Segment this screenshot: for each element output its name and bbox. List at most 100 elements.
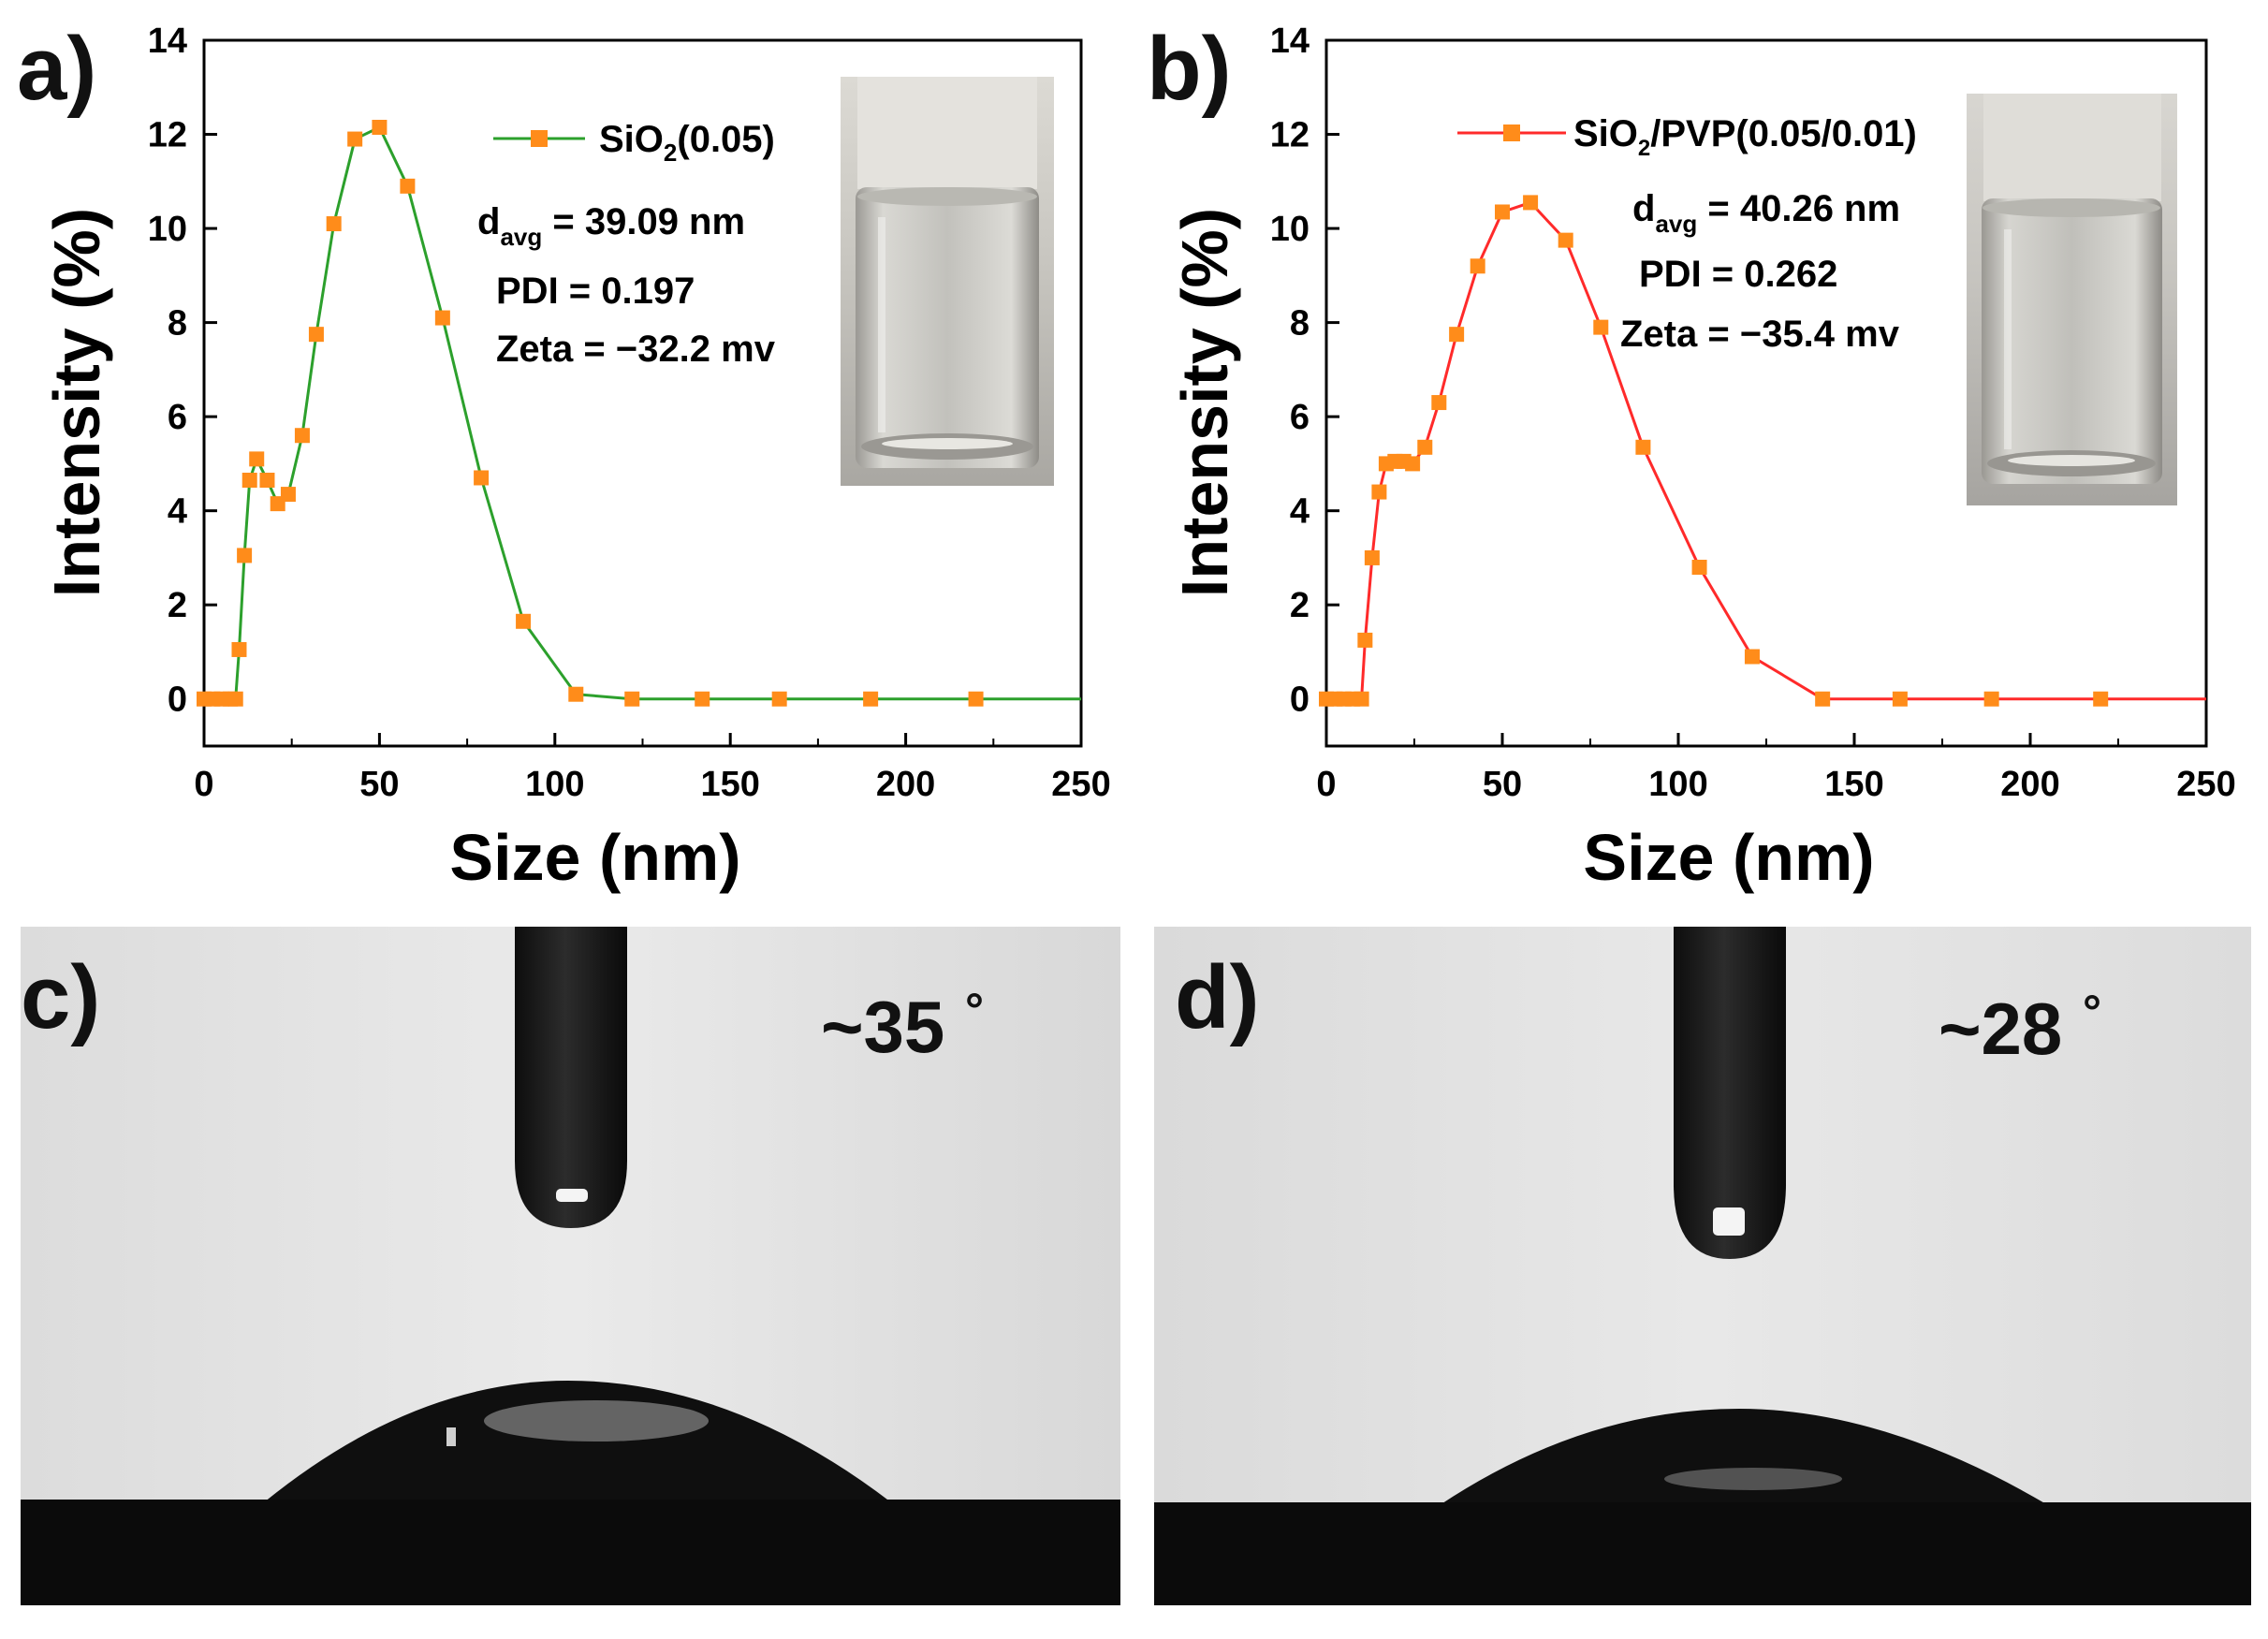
data-point-a-26 bbox=[968, 691, 984, 707]
data-point-a-7 bbox=[241, 472, 257, 488]
data-point-a-16 bbox=[372, 119, 388, 135]
data-point-b-4 bbox=[1353, 691, 1369, 707]
data-point-a-12 bbox=[294, 428, 310, 444]
pdi-annotation-b: PDI = 0.262 bbox=[1639, 254, 1837, 295]
data-point-a-22 bbox=[624, 691, 640, 707]
legend-label-a: SiO2(0.05) bbox=[599, 119, 775, 167]
y-tick-label-a-5: 10 bbox=[148, 210, 187, 249]
davg-annotation-a: davg = 39.09 nm bbox=[477, 201, 745, 251]
panel-letter-c: c) bbox=[21, 947, 101, 1047]
y-tick-label-b-1: 2 bbox=[1290, 586, 1310, 625]
y-tick-label-a-3: 6 bbox=[168, 398, 187, 437]
data-point-b-26 bbox=[2093, 691, 2109, 707]
y-tick-label-b-5: 10 bbox=[1270, 210, 1310, 249]
data-point-a-9 bbox=[259, 472, 275, 488]
dls-chart-a: 0 50 100 150 200 250 0 2 4 6 8 10 12 14 Size (nm) Int… bbox=[40, 22, 1111, 894]
data-point-a-11 bbox=[280, 487, 296, 503]
x-tick-label-b-0: 0 bbox=[1316, 765, 1336, 804]
x-tick-label-b-2: 100 bbox=[1648, 765, 1707, 804]
davg-prefix-b: d bbox=[1632, 188, 1655, 229]
data-point-a-20 bbox=[516, 613, 532, 629]
data-point-b-6 bbox=[1364, 549, 1380, 565]
y-tick-label-a-6: 12 bbox=[148, 116, 187, 155]
data-point-b-5 bbox=[1357, 632, 1373, 648]
panel-a: a) 0 50 100 150 200 250 0 2 4 6 8 10 12 14 Size (nm) … bbox=[0, 0, 1134, 899]
davg-annotation-b: davg = 40.26 nm bbox=[1632, 188, 1900, 238]
davg-value-a: = 39.09 nm bbox=[542, 201, 745, 242]
y-tick-label-b-6: 12 bbox=[1270, 116, 1310, 155]
y-axis-title-b: Intensity (%) bbox=[1168, 208, 1241, 597]
data-point-b-13 bbox=[1431, 395, 1447, 411]
y-tick-label-b-7: 14 bbox=[1270, 22, 1310, 61]
x-tick-label-a-2: 100 bbox=[525, 765, 584, 804]
data-point-b-12 bbox=[1417, 439, 1433, 455]
data-point-a-23 bbox=[695, 691, 710, 707]
legend-label-sub-a: 2 bbox=[664, 139, 677, 167]
contact-angle-value-c: ~35 bbox=[821, 986, 945, 1068]
data-point-a-24 bbox=[771, 691, 787, 707]
degree-symbol-c: ° bbox=[964, 984, 984, 1036]
data-point-b-16 bbox=[1495, 204, 1510, 220]
data-point-a-4 bbox=[227, 691, 243, 707]
droplet-glint-c bbox=[446, 1427, 456, 1446]
contact-angle-label-d: ~28 ° bbox=[1939, 985, 2101, 1072]
data-point-b-17 bbox=[1523, 195, 1539, 211]
data-point-a-25 bbox=[863, 691, 879, 707]
plot-layer-a: 0 50 100 150 200 250 0 2 4 6 8 10 12 14 bbox=[148, 22, 1111, 804]
data-point-b-7 bbox=[1371, 484, 1387, 500]
y-tick-label-a-1: 2 bbox=[168, 586, 187, 625]
davg-value-b: = 40.26 nm bbox=[1697, 188, 1900, 229]
data-point-a-14 bbox=[326, 216, 342, 232]
data-point-a-13 bbox=[308, 327, 324, 343]
legend-label-tail-b: /PVP(0.05/0.01) bbox=[1650, 113, 1917, 154]
droplet-d bbox=[1440, 1409, 2048, 1505]
data-point-a-18 bbox=[434, 310, 450, 326]
data-point-a-6 bbox=[237, 548, 253, 563]
x-tick-label-a-3: 150 bbox=[700, 765, 759, 804]
legend-label-main-a: SiO bbox=[599, 119, 664, 160]
needle-d bbox=[1674, 927, 1786, 1259]
degree-symbol-d: ° bbox=[2082, 986, 2101, 1038]
x-tick-label-a-0: 0 bbox=[194, 765, 213, 804]
vial-illustration-b bbox=[1967, 94, 2177, 505]
x-tick-label-b-3: 150 bbox=[1824, 765, 1883, 804]
zeta-annotation-b: Zeta = −35.4 mv bbox=[1620, 314, 1900, 355]
panel-d: d) ~28 ° bbox=[1154, 927, 2251, 1605]
contact-angle-photo-d bbox=[1154, 927, 2251, 1605]
data-point-b-14 bbox=[1449, 327, 1465, 343]
y-tick-label-b-2: 4 bbox=[1290, 492, 1310, 532]
dls-chart-b: 0 50 100 150 200 250 0 2 4 6 8 10 12 14 Size (nm) Int… bbox=[1168, 22, 2236, 894]
data-point-b-20 bbox=[1635, 439, 1651, 455]
data-point-b-23 bbox=[1815, 691, 1831, 707]
panel-letter-a: a) bbox=[17, 19, 97, 119]
y-tick-label-b-4: 8 bbox=[1290, 304, 1310, 344]
x-tick-label-b-1: 50 bbox=[1483, 765, 1522, 804]
panel-c: c) ~35 ° bbox=[21, 927, 1120, 1605]
contact-angle-photo-c bbox=[21, 927, 1120, 1605]
y-tick-label-a-0: 0 bbox=[168, 680, 187, 720]
substrate-c bbox=[21, 1500, 1120, 1605]
pdi-annotation-a: PDI = 0.197 bbox=[496, 271, 695, 312]
legend-label-main-b: SiO bbox=[1573, 113, 1638, 154]
legend-label-tail-a: (0.05) bbox=[677, 119, 775, 160]
data-point-b-11 bbox=[1405, 456, 1421, 472]
data-point-a-5 bbox=[231, 641, 247, 657]
vial-illustration-a bbox=[841, 77, 1054, 486]
legend-label-b: SiO2/PVP(0.05/0.01) bbox=[1573, 113, 1917, 161]
zeta-annotation-a: Zeta = −32.2 mv bbox=[496, 329, 776, 370]
data-point-b-22 bbox=[1744, 649, 1760, 665]
y-tick-label-a-4: 8 bbox=[168, 304, 187, 344]
davg-prefix-a: d bbox=[477, 201, 500, 242]
data-point-b-25 bbox=[1983, 691, 1999, 707]
needle-tip-highlight-d bbox=[1713, 1207, 1745, 1236]
contact-angle-label-c: ~35 ° bbox=[821, 983, 984, 1070]
data-point-a-17 bbox=[400, 178, 416, 194]
y-tick-label-b-0: 0 bbox=[1290, 680, 1310, 720]
data-point-a-19 bbox=[474, 470, 490, 486]
series-line-b-0 bbox=[1326, 200, 2206, 701]
panel-letter-d: d) bbox=[1175, 947, 1260, 1047]
y-axis-title-a: Intensity (%) bbox=[40, 208, 113, 597]
data-point-b-21 bbox=[1691, 559, 1707, 575]
x-axis-title-b: Size (nm) bbox=[1583, 821, 1874, 894]
x-tick-label-b-4: 200 bbox=[2000, 765, 2059, 804]
